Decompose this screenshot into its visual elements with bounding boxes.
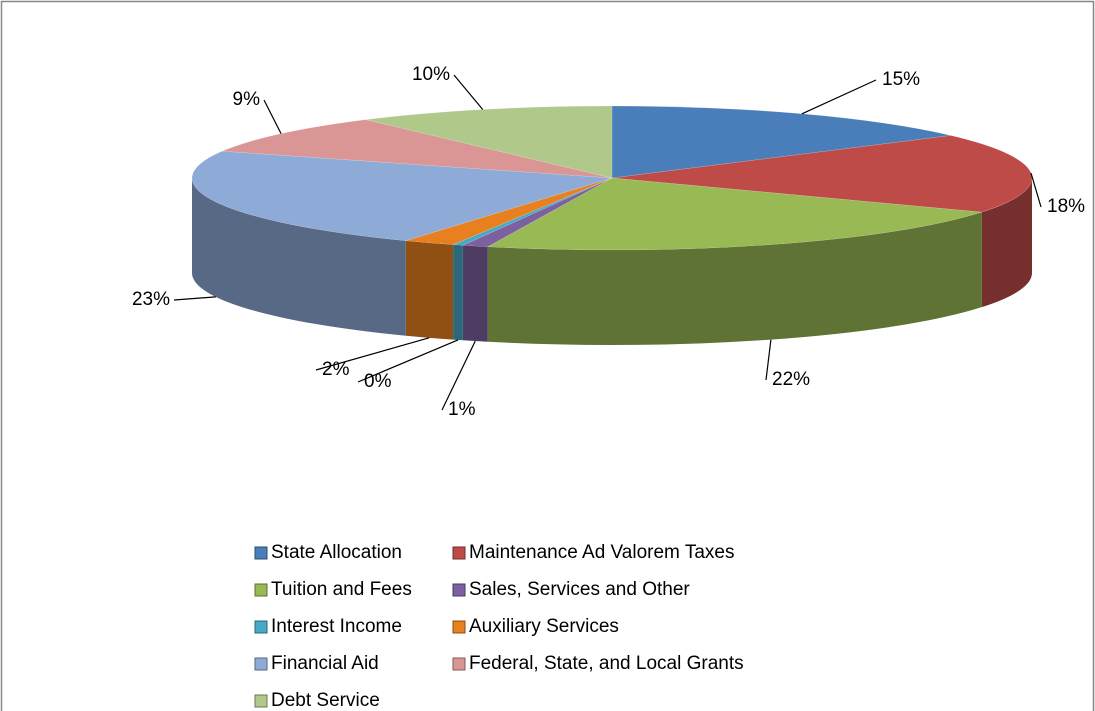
data-label: 18% <box>1047 196 1085 217</box>
legend-swatch <box>452 546 466 560</box>
legend-swatch <box>452 620 466 634</box>
legend-label: Interest Income <box>271 616 402 637</box>
slice <box>222 119 613 179</box>
slice-side <box>981 178 1032 308</box>
legend-label: Tuition and Fees <box>271 579 412 600</box>
data-label: 10% <box>412 64 450 85</box>
leader-line <box>315 337 430 371</box>
legend-swatch <box>254 657 268 671</box>
leader-line <box>441 340 476 411</box>
data-label: 2% <box>322 359 350 380</box>
legend-label: Federal, State, and Local Grants <box>469 653 744 674</box>
slice-side <box>462 245 488 342</box>
leader-line <box>173 296 216 301</box>
legend-label: Maintenance Ad Valorem Taxes <box>469 542 734 563</box>
leader-line <box>801 79 877 115</box>
legend-swatch <box>254 583 268 597</box>
legend-label: Debt Service <box>271 690 380 711</box>
slice-side <box>192 178 406 336</box>
legend-label: Sales, Services and Other <box>469 579 690 600</box>
legend-swatch <box>452 657 466 671</box>
data-label: 9% <box>233 89 261 110</box>
legend-swatch <box>452 583 466 597</box>
slice <box>452 177 613 246</box>
legend-label: Financial Aid <box>271 653 379 674</box>
leader-line <box>357 339 459 383</box>
leader-line <box>453 74 484 110</box>
legend-swatch <box>254 694 268 708</box>
leader-line <box>765 339 772 381</box>
slice-side <box>487 212 982 346</box>
data-label: 23% <box>132 289 170 310</box>
slice <box>365 105 613 179</box>
data-label: 15% <box>882 69 920 90</box>
data-label: 0% <box>364 371 392 392</box>
data-label: 1% <box>448 399 476 420</box>
slice <box>462 177 613 248</box>
leader-line <box>263 99 282 134</box>
legend-label: Auxiliary Services <box>469 616 619 637</box>
legend-swatch <box>254 620 268 634</box>
slice-side <box>405 240 454 340</box>
slice-side <box>453 244 463 341</box>
slice <box>486 177 982 251</box>
leader-line <box>1030 172 1042 208</box>
data-label: 22% <box>772 369 810 390</box>
legend-label: State Allocation <box>271 542 402 563</box>
slice <box>191 150 613 241</box>
slice <box>405 177 613 245</box>
legend-swatch <box>254 546 268 560</box>
